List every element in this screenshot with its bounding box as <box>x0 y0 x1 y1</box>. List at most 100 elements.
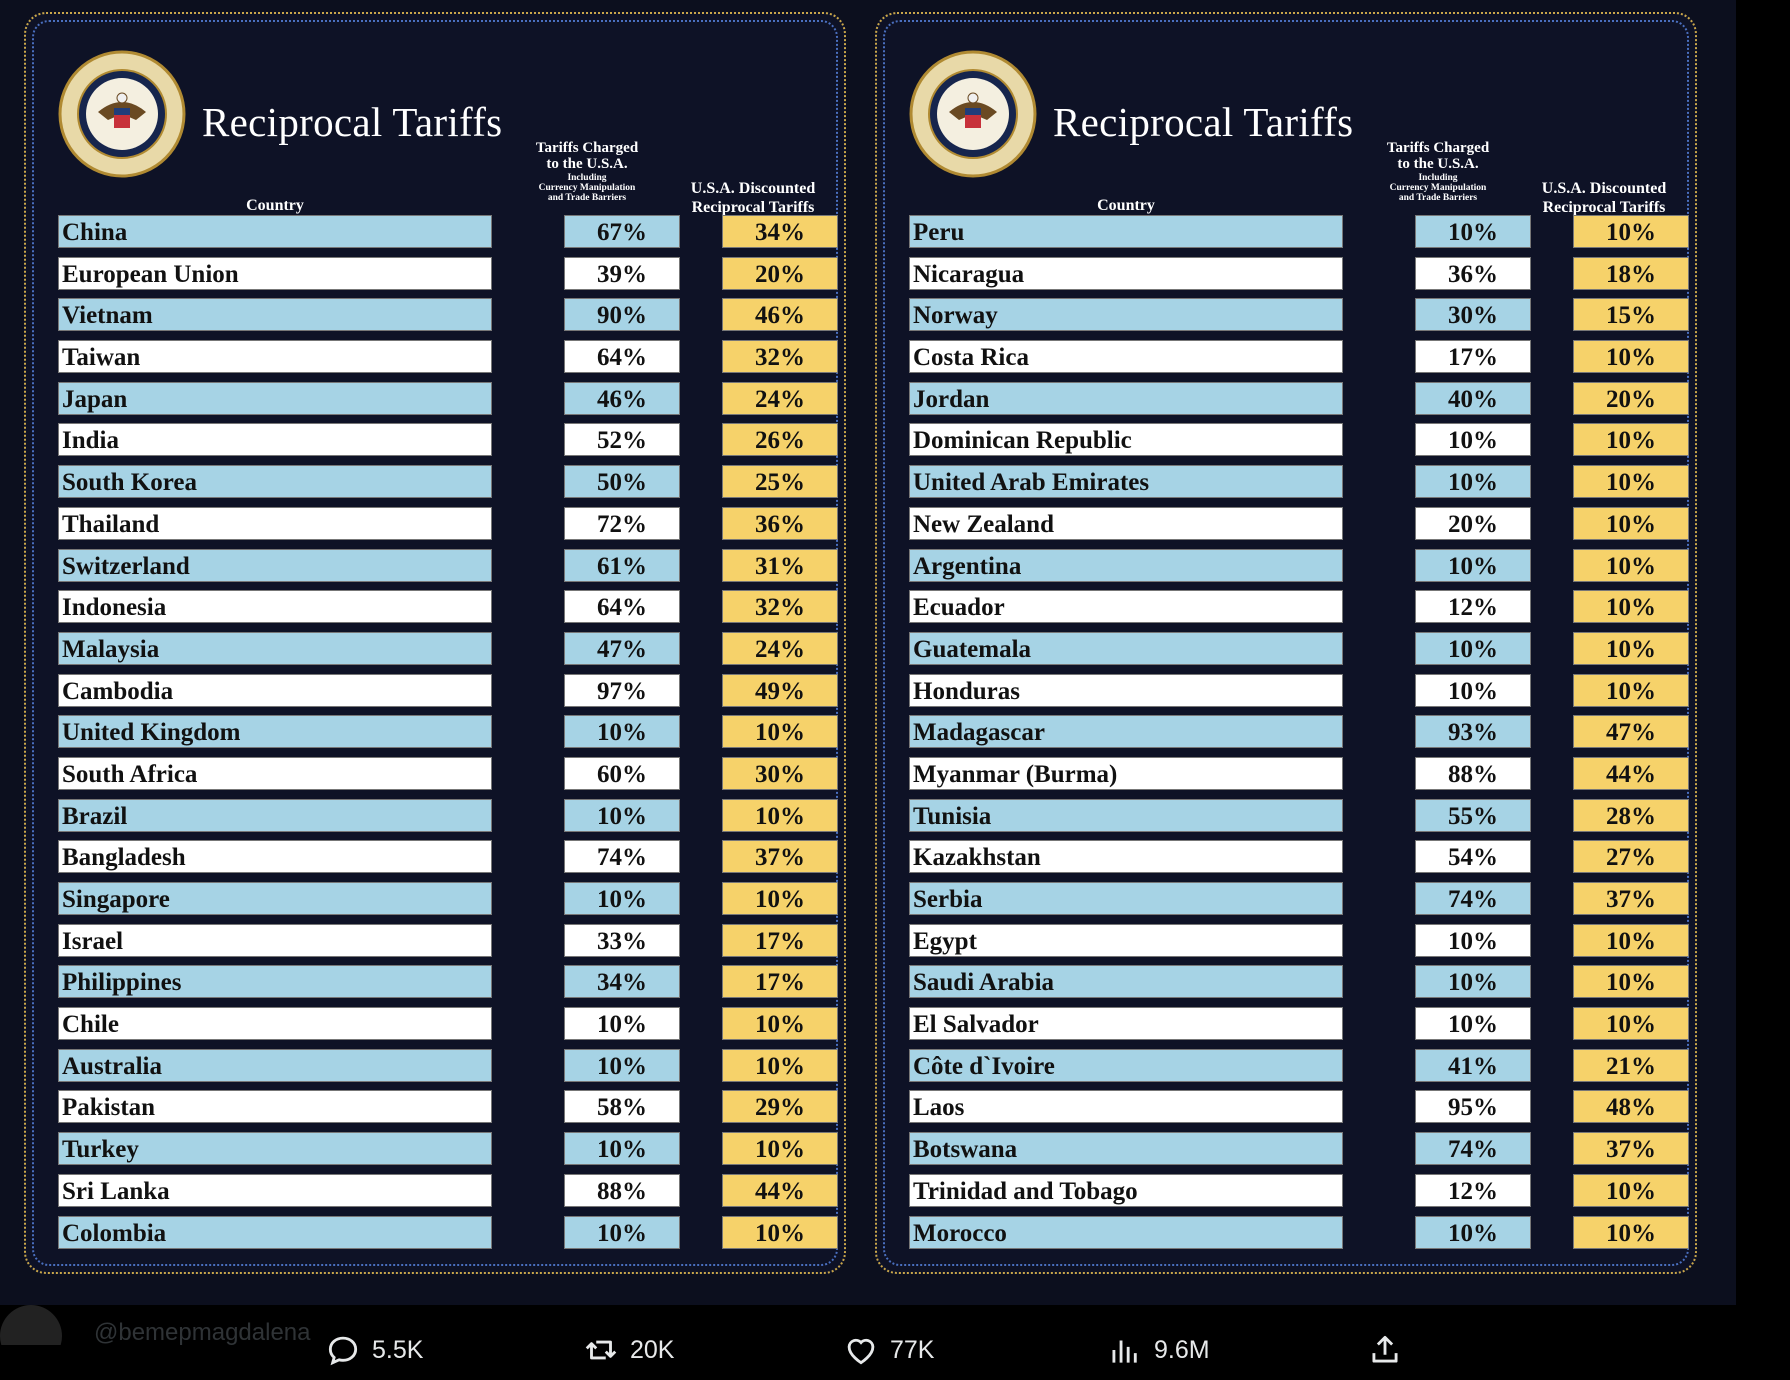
reply-icon <box>328 1336 358 1366</box>
table-row: India 52% 26% <box>58 423 838 457</box>
country-cell: Costa Rica <box>909 340 1343 374</box>
table-row: Bangladesh 74% 37% <box>58 840 838 874</box>
tariff-charged-cell: 95% <box>1415 1090 1531 1124</box>
country-cell: Morocco <box>909 1215 1343 1249</box>
tariff-charged-cell: 74% <box>1415 882 1531 915</box>
tariff-charged-cell: 10% <box>1415 965 1531 999</box>
country-cell: Egypt <box>909 923 1343 957</box>
table-row: El Salvador 10% 10% <box>909 1007 1689 1041</box>
table-row: Morocco 10% 10% <box>909 1215 1689 1249</box>
header-line: to the U.S.A. <box>1397 155 1479 172</box>
repost-count: 20K <box>630 1335 675 1364</box>
country-cell: Vietnam <box>58 298 492 332</box>
country-cell: Serbia <box>909 882 1343 915</box>
country-cell: Côte d`Ivoire <box>909 1048 1343 1082</box>
repost-icon <box>585 1340 617 1360</box>
country-cell: South Korea <box>58 465 492 499</box>
views-button[interactable]: 9.6M <box>1106 1320 1210 1380</box>
reply-button[interactable]: 5.5K <box>324 1320 423 1380</box>
tariff-panel-right: Reciprocal Tariffs Country Tariffs Charg… <box>875 12 1697 1274</box>
discounted-tariff-cell: 37% <box>722 840 838 874</box>
tariff-charged-cell: 10% <box>564 1007 680 1041</box>
country-cell: Sri Lanka <box>58 1173 492 1207</box>
country-cell: Trinidad and Tobago <box>909 1173 1343 1207</box>
discounted-tariff-cell: 20% <box>1573 381 1689 415</box>
discounted-tariff-cell: 26% <box>722 423 838 457</box>
repost-button[interactable]: 20K <box>582 1320 674 1380</box>
country-cell: Jordan <box>909 381 1343 415</box>
table-row: Botswana 74% 37% <box>909 1132 1689 1166</box>
tariff-table-right: Peru 10% 10% Nicaragua 36% 18% Norway 30% 15% Cos… <box>909 215 1689 1257</box>
discounted-tariff-cell: 10% <box>722 1132 838 1166</box>
column-header-tariffs-charged: Tariffs Charged to the U.S.A. Including … <box>528 140 646 204</box>
tariff-charged-cell: 10% <box>1415 215 1531 248</box>
country-cell: Tunisia <box>909 798 1343 832</box>
header-line: and Trade Barriers <box>1398 193 1478 204</box>
country-cell: Dominican Republic <box>909 423 1343 457</box>
table-row: Australia 10% 10% <box>58 1048 838 1082</box>
tariff-charged-cell: 10% <box>564 1132 680 1166</box>
discounted-tariff-cell: 49% <box>722 673 838 707</box>
tariff-charged-cell: 47% <box>564 631 680 665</box>
country-cell: Argentina <box>909 548 1343 582</box>
tariff-charged-cell: 40% <box>1415 381 1531 415</box>
tariff-charged-cell: 10% <box>1415 548 1531 582</box>
tariff-charged-cell: 46% <box>564 381 680 415</box>
tariff-charged-cell: 10% <box>1415 423 1531 457</box>
tariff-charged-cell: 64% <box>564 590 680 624</box>
table-row: Argentina 10% 10% <box>909 548 1689 582</box>
tariff-charged-cell: 36% <box>1415 256 1531 290</box>
country-cell: Philippines <box>58 965 492 999</box>
discounted-tariff-cell: 10% <box>722 1048 838 1082</box>
table-row: South Africa 60% 30% <box>58 756 838 790</box>
discounted-tariff-cell: 10% <box>1573 465 1689 499</box>
country-cell: Singapore <box>58 882 492 915</box>
header-line: Tariffs Charged <box>1386 140 1490 156</box>
table-row: United Kingdom 10% 10% <box>58 715 838 749</box>
discounted-tariff-cell: 10% <box>1573 1215 1689 1249</box>
discounted-tariff-cell: 10% <box>1573 423 1689 457</box>
tariff-charged-cell: 39% <box>564 256 680 290</box>
country-cell: Nicaragua <box>909 256 1343 290</box>
like-count: 77K <box>890 1335 935 1364</box>
discounted-tariff-cell: 10% <box>1573 215 1689 248</box>
country-cell: India <box>58 423 492 457</box>
table-row: New Zealand 20% 10% <box>909 506 1689 540</box>
country-cell: El Salvador <box>909 1007 1343 1041</box>
country-cell: Colombia <box>58 1215 492 1249</box>
country-cell: Switzerland <box>58 548 492 582</box>
tariff-charged-cell: 34% <box>564 965 680 999</box>
discounted-tariff-cell: 48% <box>1573 1090 1689 1124</box>
table-row: Tunisia 55% 28% <box>909 798 1689 832</box>
table-row: Dominican Republic 10% 10% <box>909 423 1689 457</box>
table-row: Costa Rica 17% 10% <box>909 340 1689 374</box>
tariff-charged-cell: 93% <box>1415 715 1531 749</box>
column-header-country: Country <box>1097 197 1155 214</box>
share-icon <box>1372 1335 1398 1363</box>
tariff-charged-cell: 61% <box>564 548 680 582</box>
country-cell: Laos <box>909 1090 1343 1124</box>
table-row: Saudi Arabia 10% 10% <box>909 965 1689 999</box>
tariff-charged-cell: 33% <box>564 923 680 957</box>
discounted-tariff-cell: 28% <box>1573 798 1689 832</box>
table-row: United Arab Emirates 10% 10% <box>909 465 1689 499</box>
discounted-tariff-cell: 37% <box>1573 1132 1689 1166</box>
tariff-charged-cell: 10% <box>564 715 680 749</box>
reply-count: 5.5K <box>372 1335 424 1364</box>
table-row: Pakistan 58% 29% <box>58 1090 838 1124</box>
tariff-image[interactable]: Reciprocal Tariffs Country Tariffs Charg… <box>0 0 1736 1305</box>
table-row: Nicaragua 36% 18% <box>909 256 1689 290</box>
country-cell: Israel <box>58 923 492 957</box>
share-button[interactable] <box>1366 1320 1404 1380</box>
presidential-seal-icon <box>58 50 186 178</box>
table-row: South Korea 50% 25% <box>58 465 838 499</box>
tariff-charged-cell: 52% <box>564 423 680 457</box>
country-cell: Brazil <box>58 798 492 832</box>
column-header-discounted: U.S.A. Discounted Reciprocal Tariffs <box>1529 179 1679 217</box>
country-cell: Ecuador <box>909 590 1343 624</box>
discounted-tariff-cell: 32% <box>722 590 838 624</box>
like-button[interactable]: 77K <box>842 1320 934 1380</box>
table-row: Brazil 10% 10% <box>58 798 838 832</box>
table-row: European Union 39% 20% <box>58 256 838 290</box>
tariff-charged-cell: 17% <box>1415 340 1531 374</box>
